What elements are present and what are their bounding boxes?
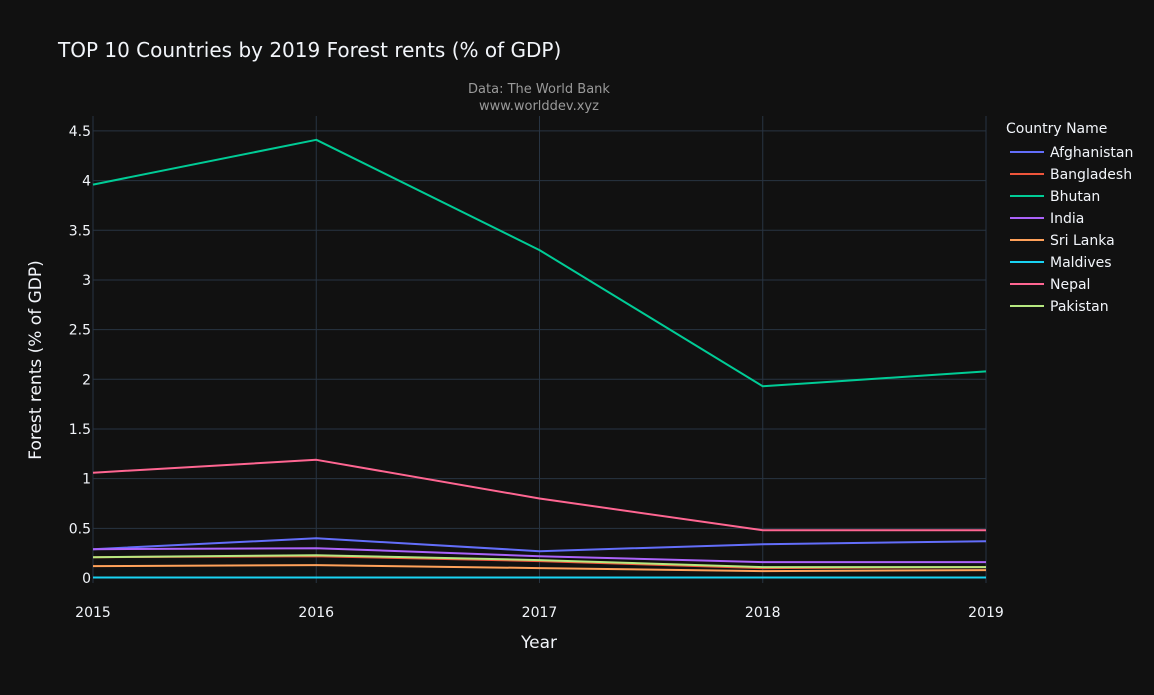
source-url-annotation: www.worlddev.xyz — [479, 99, 599, 114]
series-line-pakistan — [92, 554, 986, 569]
y-tick-label: 3.5 — [69, 223, 91, 239]
y-tick-label: 2.5 — [69, 323, 91, 339]
y-axis-title: Forest rents (% of GDP) — [26, 260, 46, 459]
legend-item-india[interactable]: India — [1010, 211, 1084, 227]
legend-label: Maldives — [1050, 255, 1112, 271]
legend-label: Bangladesh — [1050, 167, 1132, 183]
y-tick-label: 0 — [82, 571, 91, 587]
legend-item-pakistan[interactable]: Pakistan — [1010, 299, 1109, 315]
y-axis-ticks: 0 0.5 1 1.5 2 2.5 3 3.5 4 4.5 — [69, 124, 91, 587]
series-layer — [92, 138, 987, 579]
legend-item-maldives[interactable]: Maldives — [1010, 255, 1112, 271]
series-line-india — [92, 547, 986, 564]
x-tick-label: 2017 — [522, 605, 558, 621]
x-tick-label: 2016 — [298, 605, 334, 621]
series-line-sri-lanka — [92, 564, 987, 573]
x-tick-label: 2018 — [745, 605, 781, 621]
x-tick-label: 2019 — [968, 605, 1004, 621]
series-line-bhutan — [92, 138, 987, 388]
source-annotation: Data: The World Bank — [468, 82, 610, 97]
y-tick-label: 1 — [82, 472, 91, 488]
legend-item-nepal[interactable]: Nepal — [1010, 277, 1090, 293]
legend-label: India — [1050, 211, 1084, 227]
legend-item-bangladesh[interactable]: Bangladesh — [1010, 167, 1132, 183]
y-tick-label: 1.5 — [69, 422, 91, 438]
series-line-afghanistan — [92, 537, 987, 553]
y-tick-label: 3 — [82, 273, 91, 289]
x-tick-label: 2015 — [75, 605, 111, 621]
legend-item-sri-lanka[interactable]: Sri Lanka — [1010, 233, 1115, 249]
chart-title: TOP 10 Countries by 2019 Forest rents (%… — [57, 38, 561, 62]
legend-label: Bhutan — [1050, 189, 1100, 205]
legend-label: Pakistan — [1050, 299, 1109, 315]
y-tick-label: 0.5 — [69, 521, 91, 537]
legend-label: Afghanistan — [1050, 145, 1133, 161]
series-line-nepal — [92, 458, 986, 532]
legend-item-bhutan[interactable]: Bhutan — [1010, 189, 1100, 205]
y-tick-label: 2 — [82, 372, 91, 388]
x-axis-ticks: 2015 2016 2017 2018 2019 — [75, 605, 1004, 621]
y-tick-label: 4.5 — [69, 124, 91, 140]
legend: Country Name Afghanistan Bangladesh Bhutan… — [1006, 121, 1133, 315]
legend-label: Nepal — [1050, 277, 1090, 293]
legend-item-afghanistan[interactable]: Afghanistan — [1010, 145, 1133, 161]
legend-title: Country Name — [1006, 121, 1107, 137]
grid-layer — [92, 116, 987, 583]
y-tick-label: 4 — [82, 174, 91, 190]
x-axis-title: Year — [520, 633, 557, 653]
legend-items: Afghanistan Bangladesh Bhutan India Sri Lank… — [1010, 145, 1133, 315]
legend-label: Sri Lanka — [1050, 233, 1115, 249]
